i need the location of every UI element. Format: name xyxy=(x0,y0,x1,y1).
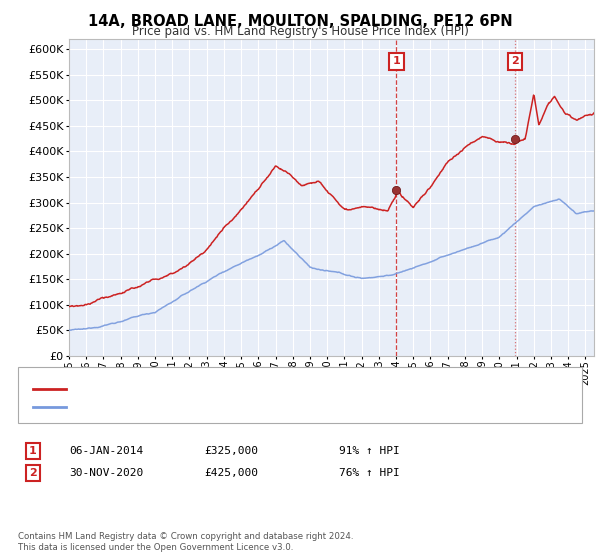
Text: 1: 1 xyxy=(392,57,400,66)
Text: £425,000: £425,000 xyxy=(204,468,258,478)
Text: Contains HM Land Registry data © Crown copyright and database right 2024.
This d: Contains HM Land Registry data © Crown c… xyxy=(18,532,353,552)
Text: 14A, BROAD LANE, MOULTON, SPALDING, PE12 6PN: 14A, BROAD LANE, MOULTON, SPALDING, PE12… xyxy=(88,14,512,29)
Text: 30-NOV-2020: 30-NOV-2020 xyxy=(69,468,143,478)
Text: 2: 2 xyxy=(511,57,519,66)
Text: 06-JAN-2014: 06-JAN-2014 xyxy=(69,446,143,456)
Text: 76% ↑ HPI: 76% ↑ HPI xyxy=(339,468,400,478)
Text: Price paid vs. HM Land Registry's House Price Index (HPI): Price paid vs. HM Land Registry's House … xyxy=(131,25,469,38)
Text: 91% ↑ HPI: 91% ↑ HPI xyxy=(339,446,400,456)
Text: 1: 1 xyxy=(29,446,37,456)
Text: 2: 2 xyxy=(29,468,37,478)
Text: HPI: Average price, detached house, South Holland: HPI: Average price, detached house, Sout… xyxy=(72,402,338,412)
Text: 14A, BROAD LANE, MOULTON, SPALDING, PE12 6PN (detached house): 14A, BROAD LANE, MOULTON, SPALDING, PE12… xyxy=(72,384,435,394)
Text: £325,000: £325,000 xyxy=(204,446,258,456)
